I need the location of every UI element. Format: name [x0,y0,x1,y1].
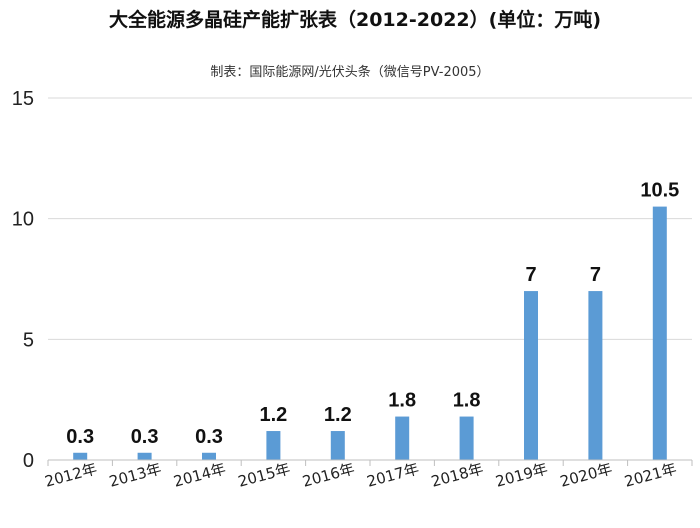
x-tick-label: 2013年 [107,460,163,491]
bar [202,452,216,460]
data-label: 1.8 [388,390,416,412]
x-tick-label: 2014年 [172,460,228,491]
bar [588,291,603,460]
bar [652,206,667,460]
y-axis-ticks: 0 5 10 15 [12,88,34,472]
x-tick-label: 2016年 [300,460,356,491]
y-tick-label: 5 [23,329,34,351]
data-label: 0.3 [131,426,159,448]
x-axis-ticks: 2012年 2013年 2014年 2015年 2016年 2017年 2018年 2019年… [43,460,693,491]
y-tick-label: 10 [12,209,34,231]
bar [137,452,152,460]
data-label: 1.2 [324,404,352,426]
bar [330,431,345,460]
bar-series [73,206,667,460]
data-label: 1.8 [453,390,481,412]
data-label: 7 [525,264,536,286]
bar [73,452,88,460]
data-label: 1.2 [259,404,287,426]
bar [524,291,538,460]
data-label: 0.3 [66,426,94,448]
data-label: 7 [590,264,601,286]
data-label: 0.3 [195,426,223,448]
data-labels: 0.3 0.3 0.3 1.2 1.2 1.8 1.8 7 7 10.5 [66,180,679,448]
y-tick-label: 0 [23,450,34,472]
chart-title: 大全能源多晶硅产能扩张表（2012-2022）(单位：万吨) [109,8,601,31]
y-tick-label: 15 [12,88,34,110]
x-tick-label: 2020年 [558,460,614,491]
bar [395,416,410,460]
gridlines [48,97,692,340]
chart-subtitle: 制表：国际能源网/光伏头条（微信号PV-2005） [210,64,489,80]
x-tick-label: 2019年 [494,460,550,491]
bar [459,416,474,460]
data-label: 10.5 [640,180,679,202]
x-tick-label: 2012年 [43,460,99,491]
x-tick-label: 2021年 [622,460,678,491]
x-tick-label: 2018年 [429,460,485,491]
bar [266,431,281,460]
x-tick-label: 2015年 [236,460,292,491]
x-tick-label: 2017年 [365,460,421,491]
